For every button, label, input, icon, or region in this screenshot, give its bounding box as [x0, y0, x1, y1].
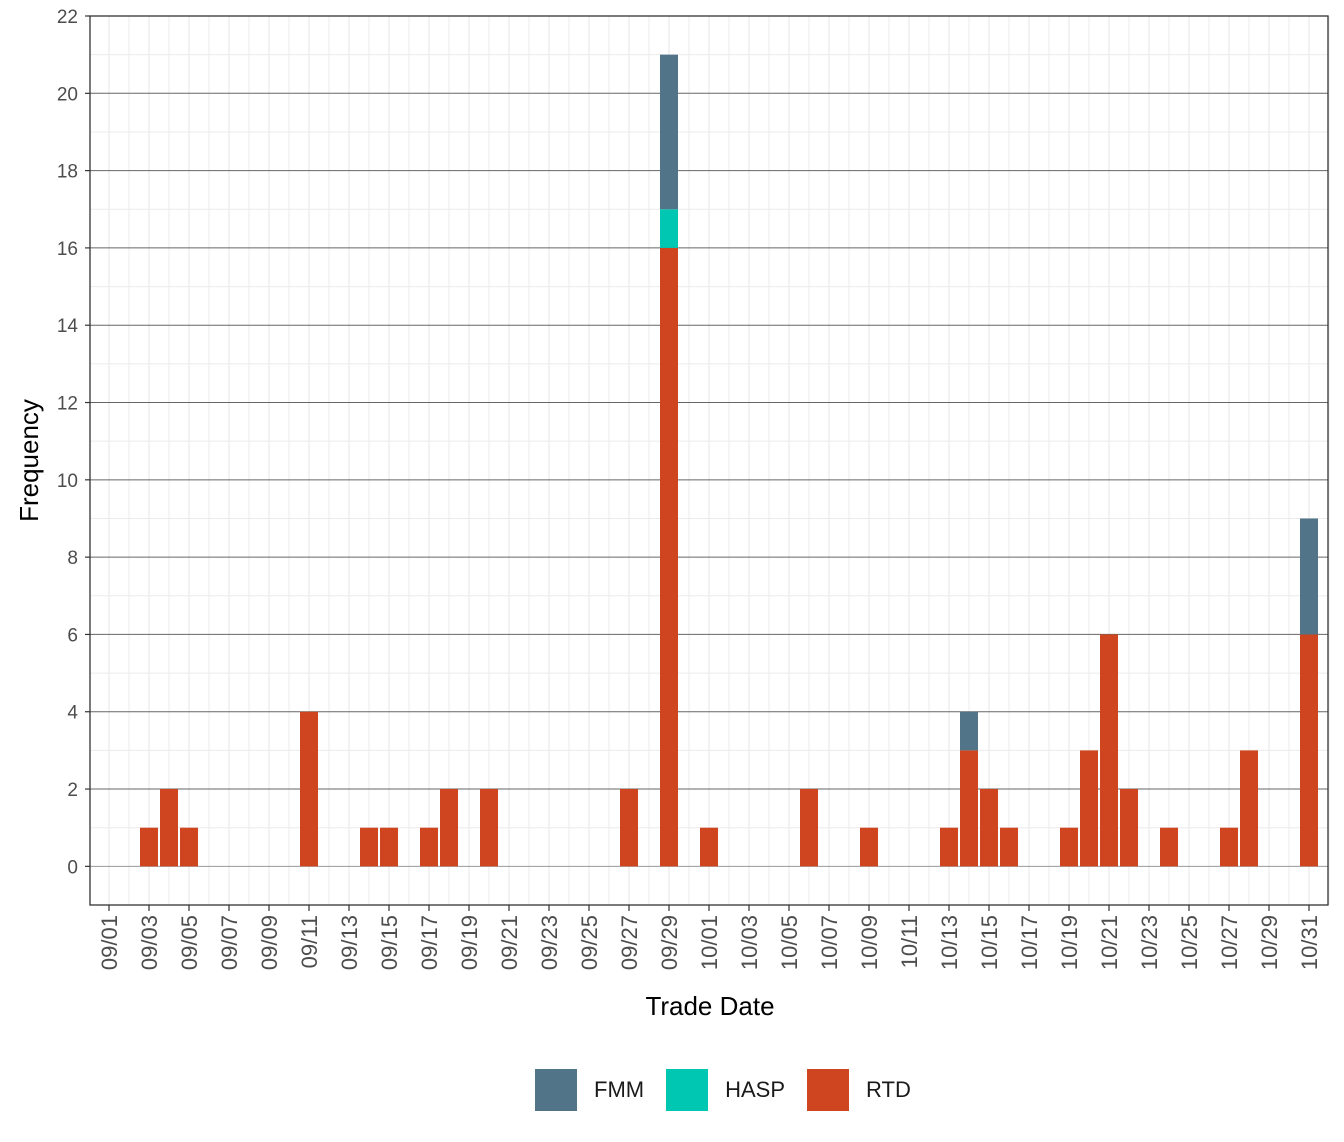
- svg-text:10/15: 10/15: [977, 915, 1002, 970]
- bar-segment-rtd: [480, 789, 498, 867]
- svg-text:10/09: 10/09: [857, 915, 882, 970]
- bar-segment-rtd: [440, 789, 458, 867]
- svg-text:09/15: 09/15: [377, 915, 402, 970]
- bar-segment-fmm: [960, 711, 978, 751]
- bar-segment-rtd: [1100, 634, 1118, 867]
- svg-text:20: 20: [57, 84, 78, 105]
- svg-text:10/19: 10/19: [1057, 915, 1082, 970]
- svg-text:22: 22: [57, 7, 78, 28]
- svg-text:09/19: 09/19: [457, 915, 482, 970]
- bar-segment-rtd: [180, 827, 198, 867]
- y-axis-title: Frequency: [14, 399, 44, 522]
- legend-label: FMM: [594, 1077, 645, 1102]
- bar-segment-rtd: [1240, 750, 1258, 867]
- bar-segment-rtd: [1300, 634, 1318, 867]
- bar-segment-rtd: [420, 827, 438, 867]
- bar-segment-rtd: [380, 827, 398, 867]
- bar-segment-rtd: [860, 827, 878, 867]
- bar-segment-rtd: [1160, 827, 1178, 867]
- svg-text:09/13: 09/13: [337, 915, 362, 970]
- svg-text:12: 12: [57, 394, 78, 415]
- bar-segment-rtd: [360, 827, 378, 867]
- bar-segment-rtd: [940, 827, 958, 867]
- bar-segment-rtd: [1080, 750, 1098, 867]
- svg-text:09/03: 09/03: [137, 915, 162, 970]
- bar-segment-fmm: [660, 54, 678, 210]
- legend: FMM HASP RTD: [535, 1069, 933, 1111]
- bar-segment-rtd: [1220, 827, 1238, 867]
- bars: [140, 54, 1318, 867]
- svg-text:10/05: 10/05: [777, 915, 802, 970]
- svg-text:09/29: 09/29: [657, 915, 682, 970]
- bar-segment-rtd: [300, 711, 318, 867]
- bar-segment-hasp: [660, 209, 678, 248]
- svg-text:14: 14: [57, 316, 79, 337]
- svg-text:10/11: 10/11: [897, 915, 922, 968]
- svg-text:09/01: 09/01: [97, 915, 122, 970]
- bar-segment-rtd: [1000, 827, 1018, 867]
- svg-text:10/31: 10/31: [1297, 915, 1322, 970]
- svg-text:0: 0: [67, 857, 78, 878]
- bar-segment-rtd: [960, 750, 978, 867]
- bar-segment-rtd: [660, 247, 678, 867]
- bar-segment-rtd: [1120, 789, 1138, 867]
- svg-text:09/11: 09/11: [297, 915, 322, 968]
- svg-text:10/07: 10/07: [817, 915, 842, 970]
- svg-text:4: 4: [67, 703, 78, 724]
- svg-text:10/25: 10/25: [1177, 915, 1202, 970]
- legend-label: HASP: [725, 1077, 786, 1102]
- svg-text:16: 16: [57, 239, 78, 260]
- svg-text:09/23: 09/23: [537, 915, 562, 970]
- svg-text:2: 2: [67, 780, 78, 801]
- bar-segment-rtd: [160, 789, 178, 867]
- svg-text:09/25: 09/25: [577, 915, 602, 970]
- svg-text:09/21: 09/21: [497, 915, 522, 970]
- legend-label: RTD: [866, 1077, 911, 1102]
- bar-segment-rtd: [700, 827, 718, 867]
- svg-text:10/29: 10/29: [1257, 915, 1282, 970]
- legend-swatch-fmm: [535, 1069, 577, 1111]
- svg-text:10/27: 10/27: [1217, 915, 1242, 970]
- bar-segment-rtd: [140, 827, 158, 867]
- bar-segment-rtd: [1060, 827, 1078, 867]
- legend-swatch-rtd: [807, 1069, 850, 1111]
- svg-text:18: 18: [57, 162, 78, 183]
- svg-text:10/17: 10/17: [1017, 915, 1042, 970]
- svg-text:09/17: 09/17: [417, 915, 442, 970]
- bar-segment-rtd: [620, 789, 638, 867]
- svg-text:10/23: 10/23: [1137, 915, 1162, 970]
- bar-segment-fmm: [1300, 518, 1318, 635]
- bar-segment-rtd: [980, 789, 998, 867]
- stacked-bar-chart: 0 2 4 6 8 10 12 14 16 18 20 22 09/01 09/03 09/05 09/07 0…: [14, 7, 1330, 1021]
- svg-text:6: 6: [67, 625, 78, 646]
- legend-item-hasp: HASP: [666, 1069, 785, 1111]
- svg-text:10: 10: [57, 471, 78, 492]
- svg-text:09/27: 09/27: [617, 915, 642, 970]
- legend-swatch-hasp: [666, 1069, 709, 1111]
- svg-text:10/13: 10/13: [937, 915, 962, 970]
- svg-text:10/21: 10/21: [1097, 915, 1122, 970]
- svg-text:10/03: 10/03: [737, 915, 762, 970]
- legend-item-fmm: FMM: [535, 1069, 644, 1111]
- svg-text:09/09: 09/09: [257, 915, 282, 970]
- svg-text:09/07: 09/07: [217, 915, 242, 970]
- svg-text:10/01: 10/01: [697, 915, 722, 970]
- svg-text:09/05: 09/05: [177, 915, 202, 970]
- legend-item-rtd: RTD: [807, 1069, 911, 1111]
- x-axis-title: Trade Date: [645, 991, 774, 1021]
- svg-text:8: 8: [67, 548, 78, 569]
- bar-segment-rtd: [800, 789, 818, 867]
